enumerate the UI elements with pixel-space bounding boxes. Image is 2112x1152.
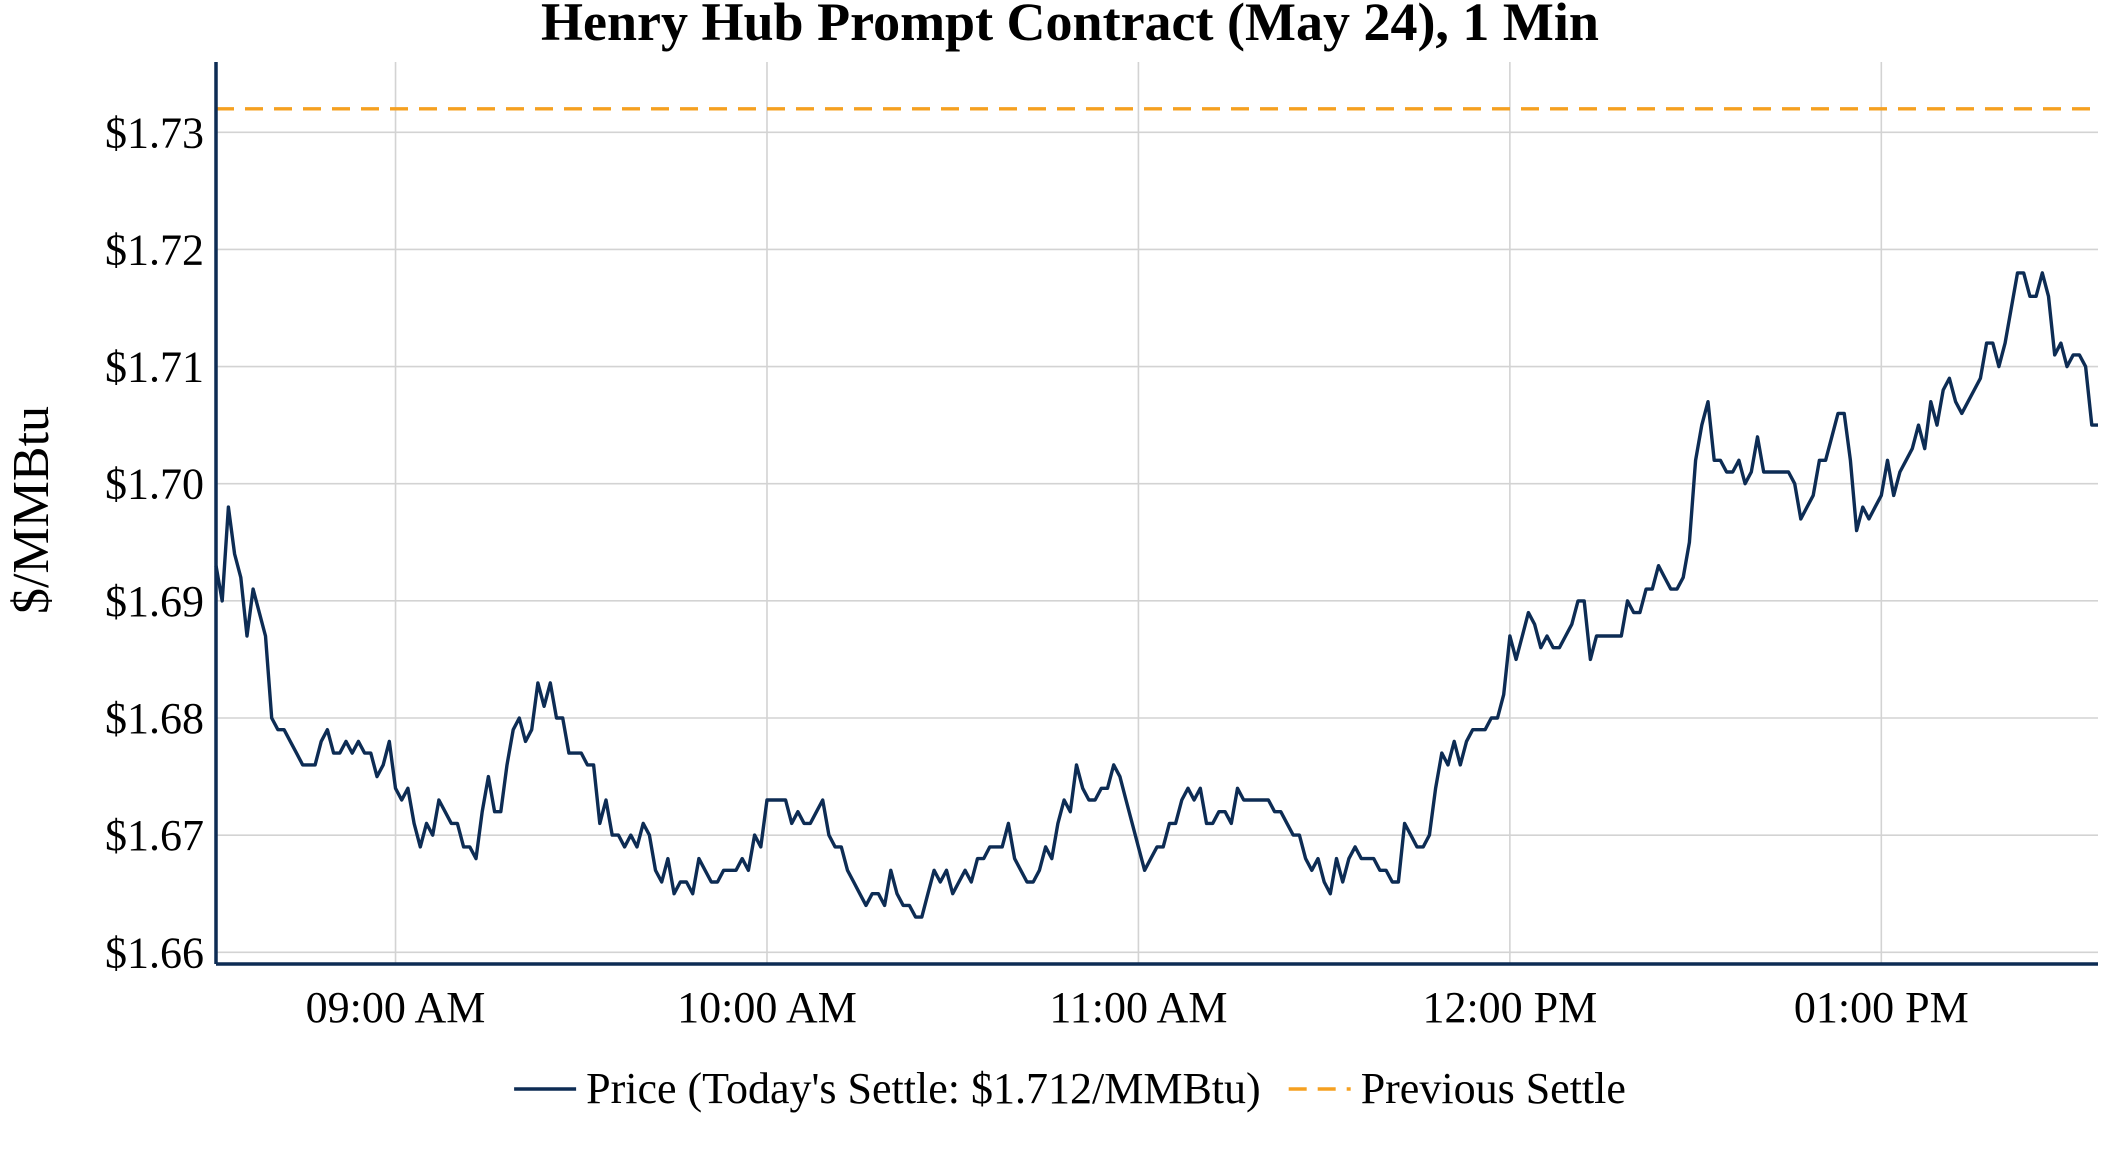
y-tick-labels: $1.66 $1.67 $1.68 $1.69 $1.70 $1.71 $1.72 $1.73: [105, 108, 204, 977]
x-tick-label: 12:00 PM: [1422, 983, 1597, 1032]
series-line-price: [214, 271, 2098, 919]
x-tick-labels: 09:00 AM 10:00 AM 11:00 AM 12:00 PM 01:00 PM: [306, 983, 1969, 1032]
x-tick-label: 10:00 AM: [677, 983, 857, 1032]
x-tick-label: 09:00 AM: [306, 983, 486, 1032]
y-tick-label: $1.67: [105, 811, 204, 860]
y-gridlines: [216, 131, 2098, 954]
legend-label: Previous Settle: [1361, 1064, 1626, 1113]
x-gridlines: [394, 62, 1883, 964]
chart-title: Henry Hub Prompt Contract (May 24), 1 Mi…: [541, 0, 1599, 52]
y-tick-label: $1.71: [105, 343, 204, 392]
x-tick-label: 11:00 AM: [1049, 983, 1227, 1032]
y-tick-label: $1.70: [105, 460, 204, 509]
y-tick-label: $1.73: [105, 108, 204, 157]
y-axis-label: $/MMBtu: [3, 406, 60, 614]
x-tick-label: 01:00 PM: [1794, 983, 1969, 1032]
y-tick-label: $1.68: [105, 694, 204, 743]
y-tick-label: $1.69: [105, 577, 204, 626]
legend: Price (Today's Settle: $1.712/MMBtu) Prev…: [514, 1064, 1626, 1113]
y-tick-label: $1.66: [105, 928, 204, 977]
legend-label: Price (Today's Settle: $1.712/MMBtu): [586, 1064, 1261, 1113]
y-tick-label: $1.72: [105, 225, 204, 274]
series-layer: [214, 107, 2098, 919]
